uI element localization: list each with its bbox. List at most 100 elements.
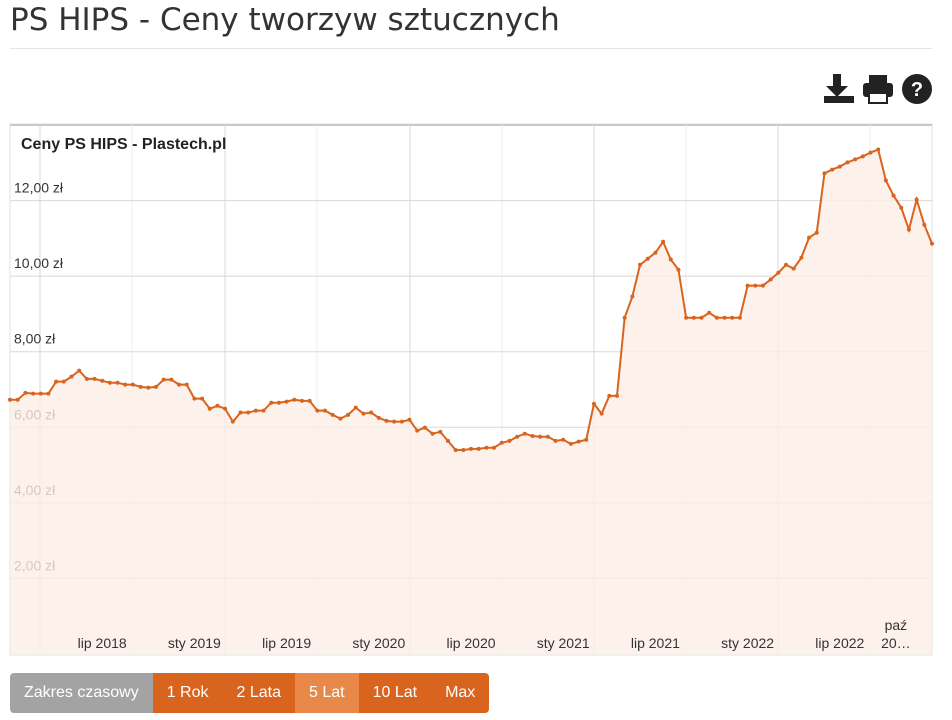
point — [223, 406, 228, 411]
point — [553, 438, 558, 443]
point — [653, 250, 658, 255]
point — [668, 257, 673, 262]
point — [261, 408, 266, 413]
point — [130, 382, 135, 387]
point — [822, 171, 827, 176]
point — [315, 408, 320, 413]
download-icon[interactable] — [824, 74, 854, 103]
point — [837, 164, 842, 169]
point — [453, 447, 458, 452]
point — [714, 315, 719, 320]
x-tick-label: sty 2021 — [536, 635, 590, 651]
point — [591, 401, 596, 406]
point — [622, 315, 627, 320]
x-tick-label: lip 2019 — [262, 635, 312, 651]
x-tick-label: sty 2019 — [167, 635, 221, 651]
help-icon[interactable]: ? — [902, 74, 932, 104]
point — [645, 256, 650, 261]
point — [791, 266, 796, 271]
point — [407, 417, 412, 422]
point — [868, 150, 873, 155]
x-tick-label: lip 2021 — [630, 635, 680, 651]
point — [169, 377, 174, 382]
point — [461, 447, 466, 452]
point — [253, 408, 258, 413]
x-tick-label: lip 2018 — [77, 635, 127, 651]
point — [599, 411, 604, 416]
print-icon[interactable] — [863, 75, 893, 104]
area-fill — [10, 149, 932, 654]
point — [492, 445, 497, 450]
point — [184, 382, 189, 387]
divider — [10, 48, 932, 49]
point — [745, 283, 750, 288]
point — [200, 396, 205, 401]
point — [323, 408, 328, 413]
point — [707, 310, 712, 315]
point — [146, 385, 151, 390]
range-selector: Zakres czasowy 1 Rok 2 Lata 5 Lat 10 Lat Max — [10, 673, 490, 713]
point — [422, 425, 427, 430]
point — [161, 377, 166, 382]
point — [23, 390, 28, 395]
range-button[interactable]: 1 Rok — [152, 673, 223, 713]
range-button[interactable]: 10 Lat — [358, 673, 432, 713]
point — [914, 197, 919, 202]
point — [438, 429, 443, 434]
point — [899, 205, 904, 210]
point — [84, 376, 89, 381]
point — [284, 399, 289, 404]
point — [61, 379, 66, 384]
point — [307, 398, 312, 403]
point — [38, 391, 43, 396]
point — [614, 393, 619, 398]
point — [784, 262, 789, 267]
point — [207, 406, 212, 411]
y-tick-label: 8,00 zł — [14, 331, 56, 347]
point — [138, 384, 143, 389]
point — [8, 397, 12, 402]
point — [538, 434, 543, 439]
point — [92, 376, 97, 381]
point — [100, 378, 105, 383]
point — [807, 235, 812, 240]
x-tick-label: lip 2020 — [446, 635, 496, 651]
page-title: PS HIPS - Ceny tworzyw sztucznych — [10, 2, 560, 38]
point — [922, 222, 927, 227]
range-label: Zakres czasowy — [10, 673, 153, 713]
point — [399, 419, 404, 424]
point — [891, 193, 896, 198]
point — [292, 397, 297, 402]
point — [684, 315, 689, 320]
point — [246, 410, 251, 415]
point — [630, 294, 635, 299]
point — [230, 419, 235, 424]
point — [737, 315, 742, 320]
svg-text:?: ? — [911, 79, 923, 101]
point — [115, 380, 120, 385]
point — [522, 431, 527, 436]
point — [338, 416, 343, 421]
point — [192, 396, 197, 401]
chart-title: Ceny PS HIPS - Plastech.pl — [21, 136, 226, 153]
point — [392, 419, 397, 424]
point — [376, 415, 381, 420]
range-button[interactable]: 2 Lata — [222, 673, 295, 713]
point — [760, 283, 765, 288]
point — [661, 239, 666, 244]
point — [476, 446, 481, 451]
point — [123, 382, 128, 387]
point — [346, 412, 351, 417]
point — [607, 393, 612, 398]
point — [77, 368, 82, 373]
point — [568, 441, 573, 446]
point — [415, 428, 420, 433]
point — [276, 400, 281, 405]
range-button[interactable]: Max — [431, 673, 490, 713]
point — [545, 434, 550, 439]
point — [430, 431, 435, 436]
range-button[interactable]: 5 Lat — [294, 673, 359, 713]
point — [676, 267, 681, 272]
